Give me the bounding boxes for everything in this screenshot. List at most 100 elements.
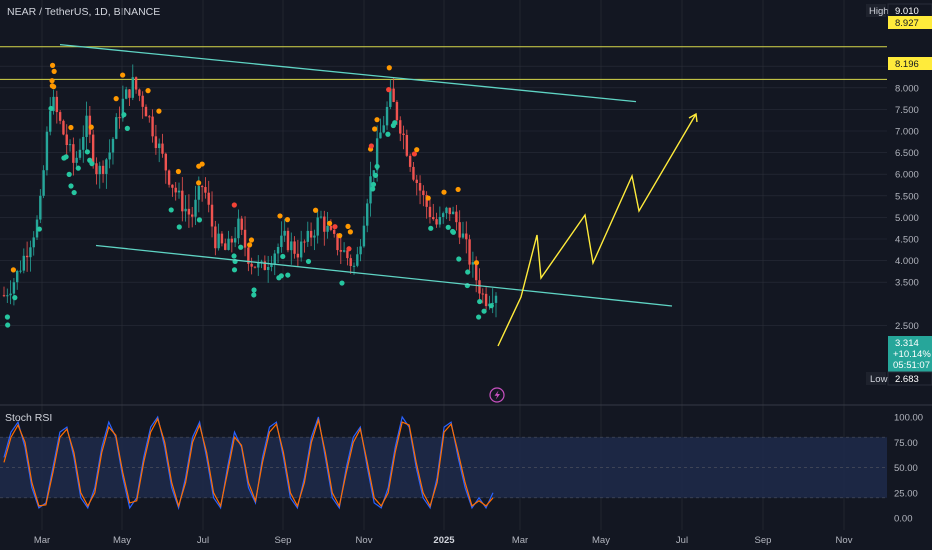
candle-body [243, 229, 247, 248]
candle-body [144, 106, 148, 117]
time-tick: Jul [676, 535, 688, 546]
candle-body [191, 214, 194, 217]
candle-body [329, 225, 333, 230]
stoch-tick: 0.00 [894, 514, 913, 525]
candle-body [428, 206, 432, 218]
signal-dot [231, 253, 237, 259]
candle-body [336, 233, 339, 251]
candle-body [438, 217, 442, 225]
price-change: +10.14% [893, 349, 931, 360]
candle-body [134, 77, 138, 90]
candle-body [276, 246, 280, 254]
candle-body [366, 203, 369, 226]
candle-body [451, 211, 455, 215]
signal-dot [71, 189, 77, 196]
level1-value: 8.927 [895, 18, 919, 29]
time-tick: May [113, 535, 131, 546]
signal-dot [75, 165, 81, 171]
candle-body [16, 270, 19, 283]
candle-body [382, 125, 385, 133]
candle-body [441, 213, 445, 218]
low-value-box [887, 371, 932, 386]
candle-body [270, 264, 273, 267]
candle-body [461, 233, 465, 238]
candle-body [422, 190, 425, 196]
candle-body [230, 238, 234, 243]
signal-dot [176, 224, 182, 230]
high-text: High [869, 6, 889, 17]
candle-body [105, 159, 108, 174]
stoch-tick: 25.00 [894, 488, 918, 499]
signal-dot [48, 105, 54, 112]
high-value: 9.010 [895, 6, 919, 17]
candle-body [184, 208, 187, 212]
price-axis: 8.5008.0007.5007.0006.5006.0005.5005.000… [895, 62, 919, 332]
candle-body [49, 111, 52, 132]
candle-body [283, 230, 286, 236]
candle-body [240, 218, 243, 230]
candle-body [408, 155, 412, 167]
candle-body [157, 143, 161, 149]
signal-dot [49, 62, 56, 68]
candle-body [339, 250, 343, 252]
signal-dot [231, 202, 237, 208]
signal-dot [368, 143, 374, 149]
candle-body [82, 136, 85, 150]
candle-body [181, 190, 184, 212]
candle-body [432, 217, 435, 220]
candle-body [412, 166, 415, 180]
candle-body [39, 195, 42, 220]
bar-countdown: 05:51:07 [893, 360, 930, 371]
candle-body [481, 293, 484, 295]
signal-dot [339, 280, 345, 286]
time-axis: Mar May Jul Sep Nov 2025 Mar May Jul Sep Nov [34, 535, 853, 546]
current-price: 3.314 [895, 338, 919, 349]
candle-body [91, 134, 95, 164]
signal-dot [49, 78, 55, 84]
signal-dot [347, 229, 353, 235]
candle-body [214, 226, 217, 249]
candle-body [115, 117, 118, 139]
level2-value: 8.196 [895, 59, 919, 70]
candle-body [200, 186, 204, 188]
candle-body [6, 295, 9, 297]
signal-dot [51, 84, 57, 90]
candle-body [346, 250, 349, 259]
signal-dot [247, 242, 253, 248]
candle-body [316, 217, 319, 236]
candle-body [29, 247, 32, 258]
candle-body [359, 246, 362, 255]
time-tick: May [592, 535, 610, 546]
low-tag [866, 372, 886, 385]
time-tick: Sep [755, 535, 772, 546]
candle-body [362, 225, 366, 247]
candle-body [389, 88, 392, 107]
candle-body [75, 157, 78, 163]
signal-dot [425, 195, 431, 201]
candle-body [204, 187, 207, 193]
signal-dot [473, 260, 480, 266]
signal-dot [441, 189, 447, 195]
candle-body [402, 133, 405, 136]
candle-body [32, 237, 35, 248]
signal-dot [4, 314, 11, 320]
candle-body [323, 216, 326, 232]
price-tick: 4.500 [895, 235, 919, 246]
signal-dot [455, 186, 461, 193]
candle-body [405, 135, 409, 156]
candle-body [68, 144, 72, 146]
signal-dot [66, 171, 72, 177]
signal-dot [284, 217, 291, 223]
candle-body [187, 208, 191, 215]
signal-dot [386, 87, 392, 93]
candle-body [326, 225, 329, 232]
price-tick: 7.500 [895, 105, 919, 116]
candle-body [151, 116, 154, 137]
signal-dot [113, 96, 119, 102]
signal-dot [84, 149, 90, 155]
candle-body [309, 230, 313, 238]
lightning-icon[interactable] [489, 387, 505, 403]
candle-body [177, 190, 181, 193]
signal-dot [476, 314, 482, 320]
